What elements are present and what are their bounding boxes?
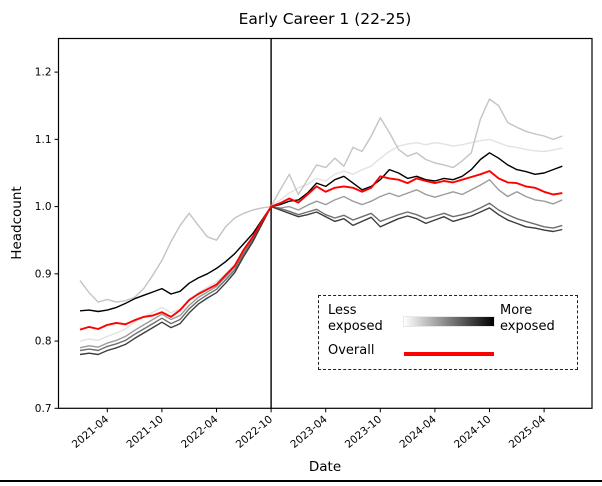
series-line-exposure-group-5: [79, 205, 563, 356]
x-tick-label: 2021-10: [125, 413, 166, 450]
x-tick-label: 2021-04: [70, 413, 112, 451]
series-line-overall: [79, 170, 563, 331]
x-tick-label: 2024-04: [398, 413, 440, 451]
chart-title: Early Career 1 (22-25): [238, 10, 412, 28]
series-line-exposure-group-2: [79, 98, 563, 303]
bottom-separator-rule: [0, 480, 602, 482]
x-axis-label: Date: [308, 459, 342, 475]
y-tick-label: 1.0: [35, 201, 52, 213]
x-tick-label: 2022-10: [234, 413, 275, 450]
x-tick-label: 2023-10: [343, 413, 384, 450]
axes-frame: [57, 37, 593, 409]
exposure-gradient-bar: [403, 316, 495, 327]
x-tick-label: 2022-04: [179, 413, 221, 451]
y-tick-label: 0.8: [35, 336, 52, 348]
x-tick-label: 2023-04: [288, 413, 330, 451]
legend-box: Less exposed More exposed Overall: [318, 295, 578, 370]
x-tick-label: 2024-10: [452, 413, 493, 450]
y-tick-label: 0.9: [35, 268, 52, 280]
legend-overall-line-swatch: [404, 352, 494, 356]
series-line-exposure-group-3: [79, 178, 563, 349]
y-tick-label: 1.1: [35, 134, 52, 146]
y-tick-label: 0.7: [35, 403, 52, 415]
series-line-exposure-group-6-most-exposed-: [79, 152, 563, 313]
legend-less-exposed-label: Less exposed: [328, 303, 383, 334]
x-tick-label: 2025-04: [507, 413, 549, 451]
y-tick-label: 1.2: [35, 67, 52, 79]
series-line-exposure-group-1-least-exposed-: [79, 138, 563, 342]
legend-overall-label: Overall: [328, 343, 375, 358]
series-line-exposure-group-4: [79, 202, 563, 352]
legend-more-exposed-label: More exposed: [500, 303, 555, 334]
